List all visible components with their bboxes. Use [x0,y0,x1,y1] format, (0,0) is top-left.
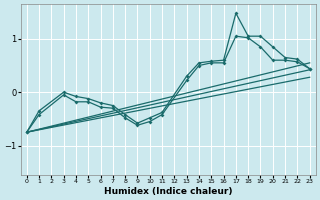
X-axis label: Humidex (Indice chaleur): Humidex (Indice chaleur) [104,187,232,196]
